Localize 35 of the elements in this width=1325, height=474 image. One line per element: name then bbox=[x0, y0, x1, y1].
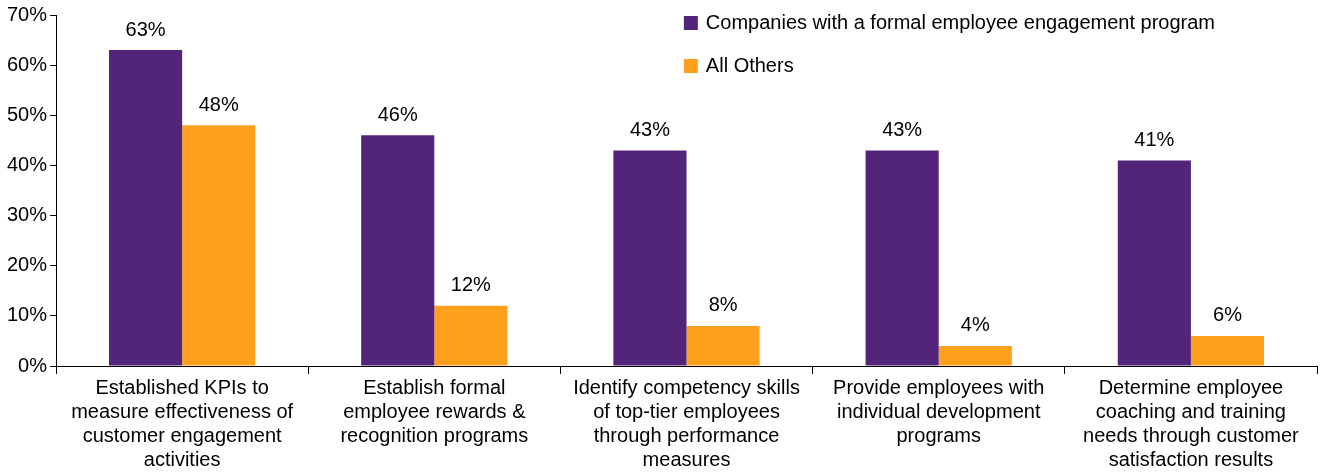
data-label: 4% bbox=[960, 313, 990, 336]
bar bbox=[1117, 160, 1191, 366]
y-tick-label: 50% bbox=[7, 102, 48, 125]
bar bbox=[865, 150, 939, 366]
y-tick-label: 60% bbox=[7, 52, 48, 75]
bar bbox=[1190, 335, 1265, 366]
bar bbox=[434, 305, 508, 366]
y-tick-label: 40% bbox=[7, 152, 48, 175]
data-label: 41% bbox=[1134, 127, 1175, 150]
y-tick-label: 70% bbox=[7, 2, 48, 25]
data-label: 6% bbox=[1213, 303, 1243, 326]
data-label: 48% bbox=[198, 92, 239, 115]
bar bbox=[613, 150, 687, 366]
x-tick-label: Provide employees with individual development programs bbox=[833, 375, 1045, 446]
y-tick-label: 30% bbox=[7, 203, 48, 226]
legend-label: Companies with a formal employee engagement program bbox=[705, 10, 1216, 33]
x-tick-label: Determine employee coaching and training needs through customer satisfaction results bbox=[1083, 375, 1300, 470]
y-tick-label: 10% bbox=[7, 303, 48, 326]
data-label: 46% bbox=[377, 102, 418, 125]
x-tick-label: Establish formal employee rewards & recognition programs bbox=[340, 375, 529, 446]
legend-label: All Others bbox=[705, 53, 794, 76]
x-tick-label: Established KPIs to measure effectiveness of customer engagement activities bbox=[71, 375, 294, 470]
data-label: 43% bbox=[629, 117, 671, 140]
bar bbox=[938, 345, 1012, 366]
data-label: 43% bbox=[882, 117, 923, 140]
data-label: 12% bbox=[450, 273, 492, 296]
bar bbox=[108, 50, 183, 366]
bar bbox=[361, 135, 435, 366]
y-tick-label: 0% bbox=[18, 353, 48, 376]
y-tick-label: 20% bbox=[7, 253, 48, 276]
data-label: 63% bbox=[125, 17, 166, 40]
bar bbox=[182, 125, 256, 366]
x-tick-label: Identify competency skills of top-tier employees through performance measures bbox=[573, 375, 800, 470]
bar bbox=[686, 325, 760, 366]
data-label: 8% bbox=[708, 293, 738, 316]
